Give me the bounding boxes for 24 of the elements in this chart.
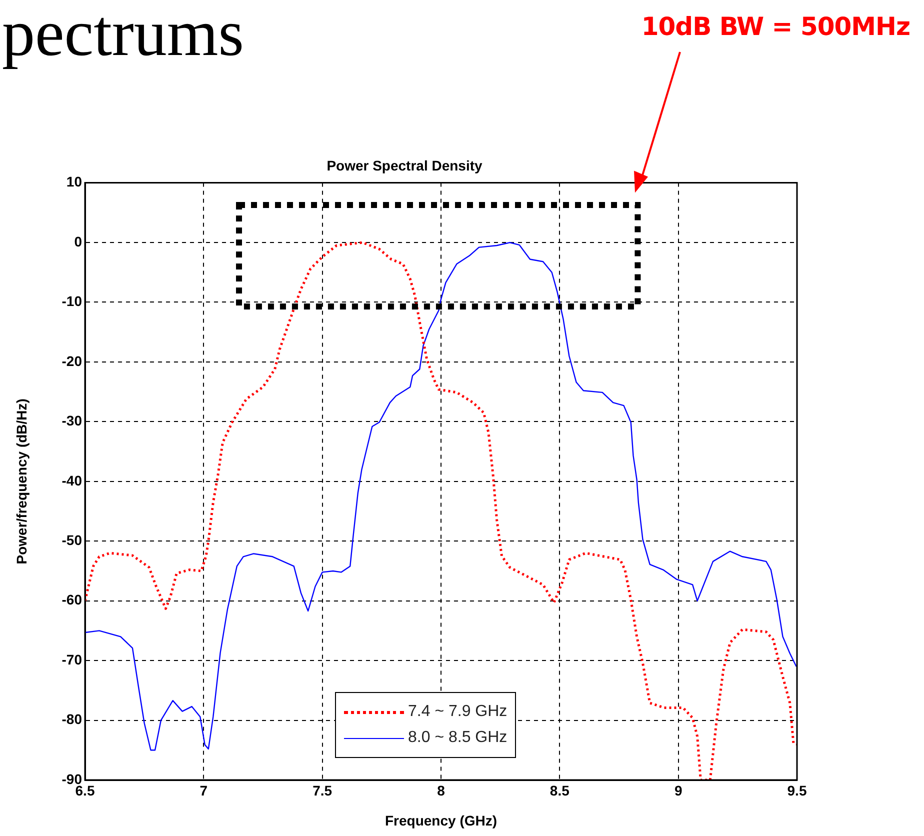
chart-title: Power Spectral Density — [326, 157, 483, 174]
y-tick-label: -60 — [62, 592, 82, 608]
y-tick-label: 0 — [74, 233, 82, 250]
y-tick-label: -10 — [62, 293, 82, 310]
y-tick-label: -70 — [62, 651, 82, 668]
text: pectrums — [2, 0, 244, 72]
x-tick-label: 7.5 — [312, 782, 332, 798]
x-tick-label: 9.5 — [787, 782, 807, 798]
legend-label: 8.0 ~ 8.5 GHz — [408, 729, 508, 747]
x-tick-label: 8 — [437, 782, 446, 798]
y-tick-label: -50 — [62, 532, 82, 548]
x-axis-title: Frequency (GHz) — [384, 812, 498, 828]
y-tick-label: -90 — [62, 770, 82, 787]
x-tick-label: 9 — [674, 782, 682, 798]
y-tick-label: 10 — [66, 174, 82, 190]
x-tick-label: 8.5 — [550, 782, 570, 798]
legend-label: 7.4 ~ 7.9 GHz — [408, 703, 508, 721]
y-tick-label: -30 — [62, 412, 82, 429]
y-tick-label: -40 — [62, 472, 82, 488]
y-tick-label: -20 — [62, 352, 82, 369]
x-tick-label: 7 — [200, 782, 208, 798]
text: 10dB BW = 500MHz — [641, 12, 910, 41]
y-axis-title: Power/frequency (dB/Hz) — [13, 398, 30, 564]
y-tick-label: -80 — [62, 711, 82, 728]
